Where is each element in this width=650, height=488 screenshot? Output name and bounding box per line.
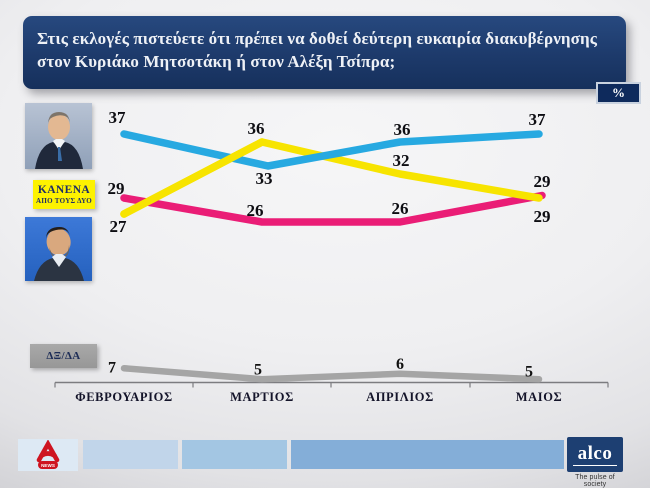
svg-text:36: 36 — [394, 120, 411, 139]
dxda-label: ΔΞ/ΔΑ — [30, 344, 97, 368]
alco-tagline: The pulse of society — [575, 474, 615, 488]
question-title-line1: Στις εκλογές πιστεύετε ότι πρέπει να δοθ… — [37, 29, 598, 48]
svg-text:29: 29 — [534, 207, 551, 226]
footer-segment-dark — [291, 440, 564, 469]
svg-text:26: 26 — [392, 199, 409, 218]
svg-text:33: 33 — [256, 169, 273, 188]
alco-logo-text: alco — [577, 442, 613, 464]
question-title-box: Στις εκλογές πιστεύετε ότι πρέπει να δοθ… — [23, 16, 626, 89]
kanena-label-line2: ΑΠΟ ΤΟΥΣ ΔΥΟ — [36, 196, 92, 205]
svg-text:26: 26 — [247, 201, 264, 220]
svg-text:5: 5 — [525, 363, 533, 380]
svg-text:37: 37 — [109, 108, 127, 127]
alpha-news-logo: NEWS — [18, 439, 78, 471]
svg-text:ΜΑΙΟΣ: ΜΑΙΟΣ — [516, 390, 563, 404]
svg-text:27: 27 — [110, 217, 128, 236]
tsipras-portrait-illustration — [25, 217, 92, 281]
tsipras-photo — [25, 217, 92, 281]
footer-segment-light — [83, 440, 178, 469]
footer-segment-medium — [182, 440, 287, 469]
mitsotakis-photo — [25, 103, 92, 169]
alpha-news-icon: NEWS — [36, 440, 60, 469]
percent-badge: % — [596, 82, 641, 104]
mitsotakis-portrait-illustration — [25, 103, 92, 169]
svg-text:6: 6 — [396, 356, 404, 373]
alco-logo: alco — [567, 437, 623, 472]
question-title-line2: στον Κυριάκο Μητσοτάκη ή στον Αλέξη Τσίπ… — [37, 51, 396, 71]
svg-text:29: 29 — [534, 172, 551, 191]
alpha-news-text: NEWS — [41, 463, 55, 468]
svg-text:32: 32 — [393, 151, 410, 170]
alco-logo-rule — [573, 464, 617, 466]
kanena-label: ΚΑΝΕΝΑ ΑΠΟ ΤΟΥΣ ΔΥΟ — [33, 180, 95, 209]
svg-text:ΑΠΡΙΛΙΟΣ: ΑΠΡΙΛΙΟΣ — [366, 390, 434, 404]
svg-text:36: 36 — [248, 119, 265, 138]
svg-text:7: 7 — [108, 359, 116, 376]
svg-text:29: 29 — [108, 179, 125, 198]
kanena-label-line1: ΚΑΝΕΝΑ — [37, 183, 91, 196]
svg-text:ΦΕΒΡΟΥΑΡΙΟΣ: ΦΕΒΡΟΥΑΡΙΟΣ — [75, 390, 172, 404]
svg-text:37: 37 — [529, 110, 547, 129]
svg-text:5: 5 — [254, 361, 262, 378]
svg-text:ΜΑΡΤΙΟΣ: ΜΑΡΤΙΟΣ — [230, 390, 294, 404]
